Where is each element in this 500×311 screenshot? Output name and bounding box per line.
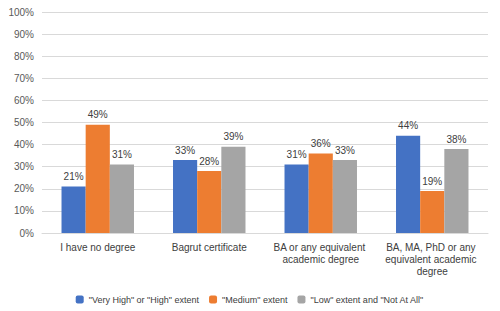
svg-text:21%: 21% (64, 171, 84, 182)
svg-text:19%: 19% (422, 176, 442, 187)
svg-text:"Low" extent and "Not At All": "Low" extent and "Not At All" (310, 295, 423, 305)
svg-text:39%: 39% (223, 131, 243, 142)
svg-text:28%: 28% (199, 156, 219, 167)
svg-text:BA, MA, PhD or any: BA, MA, PhD or any (386, 242, 478, 253)
svg-text:0%: 0% (20, 228, 35, 239)
svg-text:degree: degree (417, 266, 449, 277)
svg-text:33%: 33% (175, 145, 195, 156)
svg-text:BA or any equivalent: BA or any equivalent (273, 242, 368, 253)
svg-text:equivalent academic: equivalent academic (385, 254, 479, 265)
svg-text:I have no degree: I have no degree (60, 242, 135, 253)
svg-text:70%: 70% (14, 73, 34, 84)
svg-text:31%: 31% (112, 149, 132, 160)
svg-text:36%: 36% (311, 138, 331, 149)
svg-text:38%: 38% (446, 134, 466, 145)
svg-text:academic degree: academic degree (282, 254, 359, 265)
svg-text:20%: 20% (14, 183, 34, 194)
svg-text:80%: 80% (14, 51, 34, 62)
svg-text:30%: 30% (14, 161, 34, 172)
svg-text:49%: 49% (88, 109, 108, 120)
svg-text:10%: 10% (14, 205, 34, 216)
svg-text:60%: 60% (14, 95, 34, 106)
svg-text:Bagrut certificate: Bagrut certificate (172, 242, 247, 253)
svg-text:"Medium" extent: "Medium" extent (222, 295, 288, 305)
svg-text:"Very High" or "High" extent: "Very High" or "High" extent (89, 295, 200, 305)
svg-text:90%: 90% (14, 29, 34, 40)
svg-text:40%: 40% (14, 139, 34, 150)
svg-text:44%: 44% (398, 120, 418, 131)
svg-text:31%: 31% (287, 149, 307, 160)
svg-text:50%: 50% (14, 117, 34, 128)
svg-text:100%: 100% (8, 7, 34, 18)
svg-text:33%: 33% (335, 145, 355, 156)
